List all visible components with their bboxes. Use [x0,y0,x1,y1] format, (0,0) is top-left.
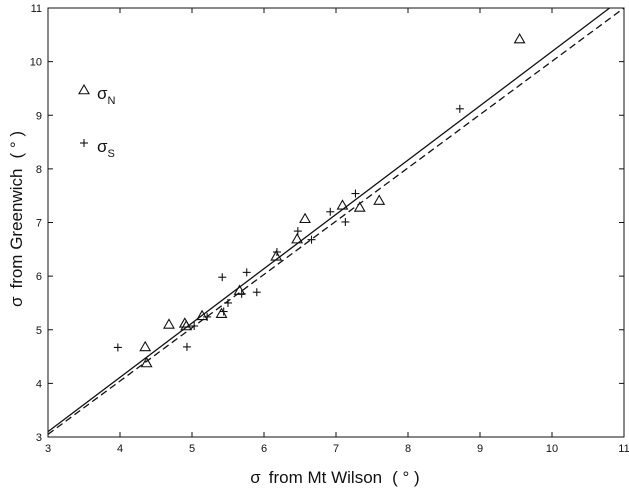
sigma-s-point [326,207,335,216]
sigma-s-point [190,321,199,330]
sigma-s-point [307,235,316,244]
legend-triangle-marker [78,83,90,95]
legend-plus-marker [80,139,88,147]
y-tick-label: 10 [30,57,42,69]
sigma-n-point [180,319,193,331]
sigma-s-point [237,289,246,298]
x-tick-label: 11 [618,443,629,455]
sigma-s-point [252,288,261,297]
y-tick-label: 11 [31,3,42,15]
sigma-s-point [219,307,228,316]
sigma-s-point [242,268,251,277]
x-tick-label: 4 [117,443,123,455]
dashed-fit-line [47,7,625,435]
legend-label-sigma-s: σS [97,137,115,160]
y-tick-label: 9 [36,110,42,122]
legend-label-sigma-n: σN [97,84,116,107]
sigma-s-point [293,227,302,236]
y-tick-label: 5 [36,325,42,337]
x-tick-label: 9 [477,443,483,455]
sigma-n-point [336,199,349,210]
legend-marker-sigma-s [80,139,88,147]
x-tick-label: 7 [333,443,339,455]
x-tick-label: 5 [189,443,195,455]
plot-content [47,7,625,435]
legend-marker-sigma-n [78,83,90,95]
y-tick-label: 8 [36,164,42,176]
sigma-s-point [455,104,464,113]
sigma-n-point [163,318,175,329]
sigma-n-point [140,356,153,368]
x-tick-label: 6 [261,443,267,455]
x-tick-label: 8 [405,443,411,455]
x-tick-label: 10 [546,443,558,455]
sigma-s-point [224,298,232,307]
y-tick-label: 4 [36,378,42,390]
sigma-n-point [373,194,386,205]
sigma-n-point [139,340,152,352]
solid-fit-line [47,7,610,433]
y-tick-label: 6 [36,271,42,283]
x-axis-title: σ from Mt Wilson( ° ) [250,468,419,487]
plot-frame [47,7,625,438]
sigma-s-point [203,312,212,321]
sigma-s-point [272,247,281,256]
sigma-n-point [513,32,526,44]
sigma-s-point [113,343,122,352]
y-tick-label: 7 [36,218,42,230]
legend: σN σS [78,83,116,160]
sigma-n-point [299,212,311,224]
y-tick-label: 3 [36,432,42,444]
x-tick-label: 3 [45,443,51,455]
axis-ticks: 3 4 5 6 7 8 9 10 11 3 4 5 6 7 8 9 10 11 [30,3,629,455]
sigma-s-point [341,217,350,226]
sigma-n-point [353,201,366,212]
sigma-n-point [196,309,209,321]
sigma-s-point [218,273,227,282]
sigma-s-point [351,189,360,198]
y-axis-title: σfrom Greenwich( ° ) [7,131,26,307]
sigma-n-point [215,307,228,318]
sigma-s-point [182,342,191,351]
sigma-n-point [291,233,304,244]
sigma-n-point [270,250,283,261]
